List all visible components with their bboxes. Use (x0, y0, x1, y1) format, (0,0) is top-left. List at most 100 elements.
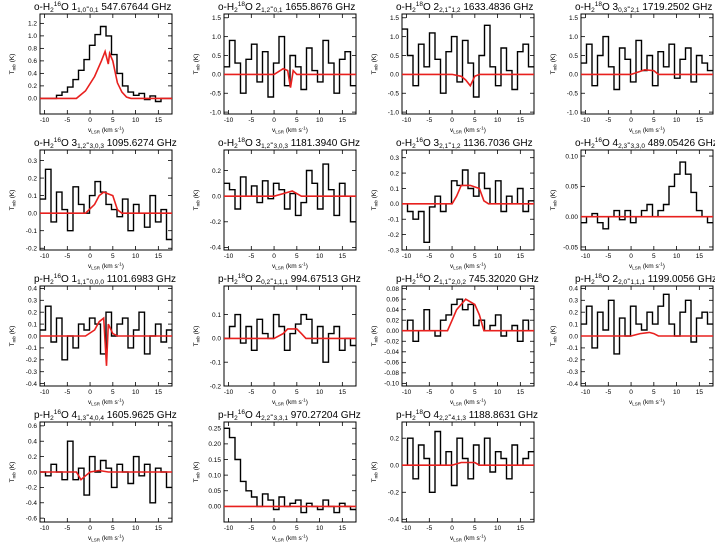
y-axis-label: Tmb (K) (193, 462, 201, 483)
y-tick-label: -1.0 (388, 109, 400, 116)
y-tick-label: 0.3 (28, 298, 37, 305)
spectrum-panel: o-H218O 22,1-1,2 1633.4836 GHz -10 -5 0 5 10 1… (371, 1, 535, 135)
x-tick-label: 15 (696, 117, 704, 124)
x-tick-label: -5 (64, 117, 70, 124)
x-tick-label: 10 (494, 389, 502, 396)
y-tick-label: 0.1 (569, 321, 578, 328)
y-tick-label: 1.0 (569, 34, 578, 41)
observed-spectrum (224, 427, 356, 514)
y-axis-label: Tmb (K) (193, 326, 201, 347)
y-tick-label: 0.0 (28, 210, 37, 217)
y-tick-label: 0.04 (386, 307, 399, 314)
spectrum-panel: p-H216O 21,1-2,0,2 745.32020 GHz -10 -5 0 5 1… (371, 273, 539, 407)
x-tick-label: 15 (696, 389, 704, 396)
x-tick-label: -10 (402, 389, 412, 396)
y-tick-label: 0.0 (390, 201, 399, 208)
x-tick-label: 15 (517, 525, 525, 532)
x-tick-label: 0 (88, 117, 92, 124)
panel-title: o-H216O 42,3-3,3,0 489.05426 GHz (575, 137, 715, 150)
y-tick-label: -0.1 (567, 345, 579, 352)
y-tick-label: 0.0 (28, 333, 37, 340)
model-spectrum (581, 331, 713, 337)
y-tick-label: 0.2 (28, 454, 37, 461)
panel-title: o-H216O 11,0-0,1 547.67644 GHz (34, 1, 171, 14)
y-tick-label: -1.0 (567, 109, 579, 116)
y-tick-label: -0.2 (388, 232, 400, 239)
panel-title: p-H216O 21,1-2,0,2 745.32020 GHz (396, 273, 539, 286)
y-tick-label: -0.04 (384, 349, 399, 356)
y-tick-label: 1.5 (569, 15, 578, 22)
model-spectrum (581, 68, 713, 76)
y-tick-label: -0.4 (388, 517, 400, 524)
y-tick-label: 0.2 (390, 170, 399, 177)
spectrum-panel: o-H218O 21,2-0,1 1655.8676 GHz -10 -5 0 5 10 1… (193, 1, 357, 135)
model-spectrum (40, 469, 172, 481)
panel-title: p-H216O 42,2-3,3,1 970.27204 GHz (218, 409, 361, 422)
spectrum-panel: o-H218O 31,2-3,0,3 1181.3940 GHz -10 -5 0 5 1… (193, 137, 360, 271)
y-tick-label: -0.2 (26, 357, 38, 364)
panel-title: p-H216O 11,1-0,0,0 1101.6983 GHz (34, 273, 176, 286)
x-axis-label: vLSR (km s-1) (450, 262, 486, 271)
y-tick-label: 0.2 (28, 309, 37, 316)
x-axis-label: vLSR (km s-1) (450, 534, 486, 543)
observed-spectrum (581, 161, 713, 230)
model-spectrum (40, 191, 172, 214)
panel-title: o-H218O 22,1-1,2 1633.4836 GHz (396, 1, 533, 14)
y-tick-label: 0.25 (208, 426, 221, 433)
y-tick-label: 0.1 (212, 312, 221, 319)
x-tick-label: 10 (316, 117, 324, 124)
x-tick-label: 0 (88, 253, 92, 260)
x-tick-label: -10 (224, 253, 234, 260)
y-tick-label: 0.0 (569, 72, 578, 79)
x-axis-label: vLSR (km s-1) (450, 398, 486, 407)
model-spectrum (40, 48, 172, 100)
y-tick-label: 0.1 (390, 186, 399, 193)
x-tick-label: -10 (581, 117, 591, 124)
x-tick-label: 10 (132, 253, 140, 260)
observed-spectrum (224, 35, 356, 98)
observed-spectrum (402, 169, 534, 243)
x-tick-label: -10 (40, 253, 50, 260)
y-tick-label: 1.0 (212, 34, 221, 41)
y-tick-label: 1.2 (28, 21, 37, 28)
x-tick-label: 5 (295, 117, 299, 124)
spectrum-panel: o-H216O 42,3-3,3,0 489.05426 GHz -10 -5 0 5 1… (550, 137, 715, 271)
y-tick-label: 0.6 (28, 58, 37, 65)
x-tick-label: 5 (473, 117, 477, 124)
y-tick-label: 0.0 (390, 72, 399, 79)
x-tick-label: -5 (426, 389, 432, 396)
x-tick-label: 15 (155, 525, 163, 532)
x-tick-label: 0 (88, 389, 92, 396)
x-tick-label: 5 (111, 389, 115, 396)
x-tick-label: -10 (402, 117, 412, 124)
y-tick-label: 1.5 (390, 15, 399, 22)
x-tick-label: -5 (426, 253, 432, 260)
x-tick-label: 10 (673, 253, 681, 260)
y-tick-label: 1.0 (390, 34, 399, 41)
x-tick-label: 5 (652, 253, 656, 260)
observed-spectrum (40, 168, 172, 241)
x-tick-label: -10 (40, 389, 50, 396)
observed-spectrum (581, 293, 713, 355)
y-tick-label: -0.2 (388, 490, 400, 497)
y-axis-label: Tmb (K) (9, 326, 17, 347)
x-tick-label: -10 (402, 253, 412, 260)
x-tick-label: 10 (132, 117, 140, 124)
spectrum-panel: p-H216O 42,2-3,3,1 970.27204 GHz -10 -5 0 5 1… (193, 409, 361, 543)
x-tick-label: -5 (64, 525, 70, 532)
x-tick-label: -10 (40, 525, 50, 532)
plot-frame (401, 149, 535, 251)
y-tick-label: -0.05 (563, 244, 578, 251)
spectrum-panel: p-H216O 11,1-0,0,0 1101.6983 GHz -10 -5 0 5 1… (9, 273, 176, 407)
y-tick-label: -0.1 (26, 228, 38, 235)
x-tick-label: 10 (316, 525, 324, 532)
y-axis-label: Tmb (K) (550, 326, 558, 347)
model-spectrum (40, 316, 172, 366)
y-tick-label: 0.1 (28, 321, 37, 328)
x-tick-label: -10 (581, 253, 591, 260)
y-tick-label: 0.0 (212, 72, 221, 79)
x-axis-label: vLSR (km s-1) (272, 398, 308, 407)
plot-frame (39, 149, 173, 251)
x-tick-label: 5 (111, 253, 115, 260)
